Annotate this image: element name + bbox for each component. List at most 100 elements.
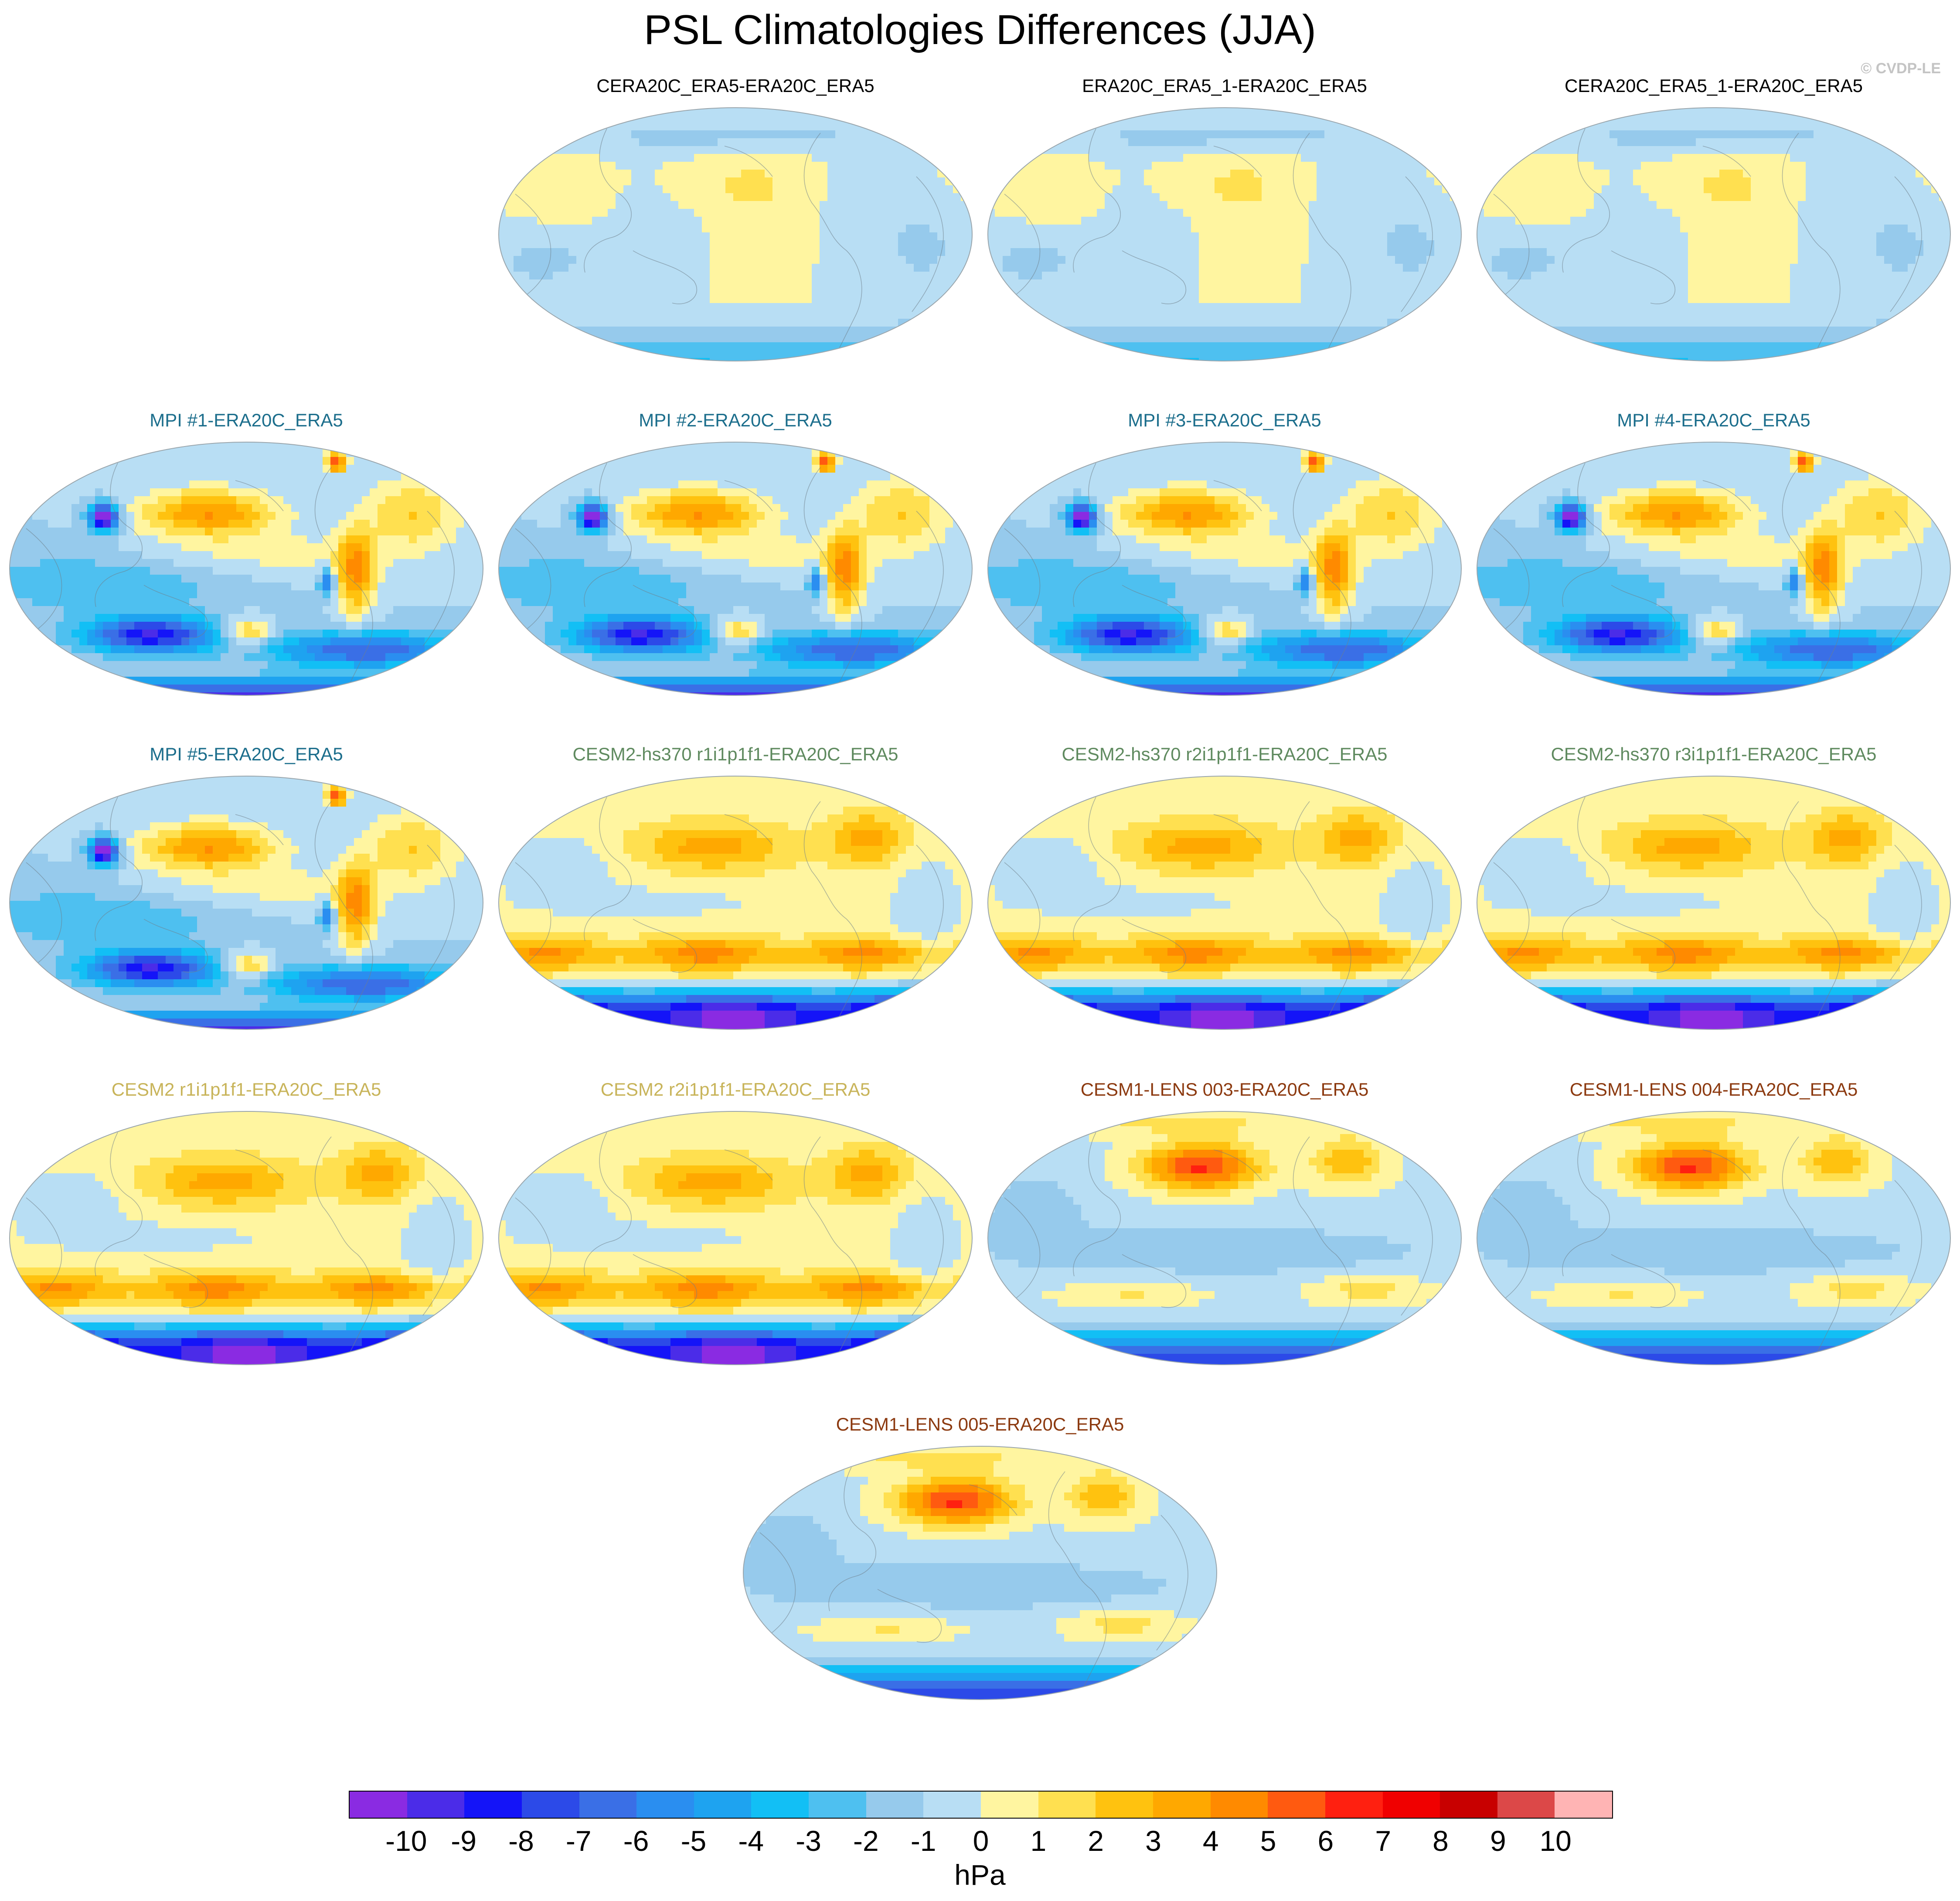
panel-map xyxy=(498,442,973,696)
panel-title: CESM2-hs370 r3i1p1f1-ERA20C_ERA5 xyxy=(1476,744,1951,765)
colorbar-swatch xyxy=(579,1792,637,1818)
colorbar-tick-label: 2 xyxy=(1070,1824,1122,1857)
coastlines xyxy=(515,128,944,360)
colorbar-swatch xyxy=(521,1792,579,1818)
colorbar-tick-label: 5 xyxy=(1242,1824,1294,1857)
panel-title: MPI #3-ERA20C_ERA5 xyxy=(987,410,1462,431)
map-border xyxy=(9,776,483,1030)
colorbar-tick-label: -2 xyxy=(840,1824,892,1857)
colorbar-swatch xyxy=(981,1792,1038,1818)
colorbar-swatch xyxy=(464,1792,522,1818)
colorbar-swatch xyxy=(1153,1792,1211,1818)
map-border xyxy=(743,1446,1217,1700)
coastlines xyxy=(1493,463,1922,695)
colorbar-swatch xyxy=(636,1792,694,1818)
colorbar-tick-label: -10 xyxy=(380,1824,432,1857)
panel-map xyxy=(1477,442,1951,696)
panel-map xyxy=(987,1111,1462,1365)
panel-map xyxy=(9,1111,483,1365)
colorbar-swatch xyxy=(407,1792,465,1818)
panel-map xyxy=(9,442,483,696)
colorbar-swatch xyxy=(809,1792,866,1818)
colorbar-swatch xyxy=(1210,1792,1268,1818)
colorbar-tick-label: -9 xyxy=(438,1824,490,1857)
colorbar-units: hPa xyxy=(0,1858,1960,1891)
panel-title: MPI #4-ERA20C_ERA5 xyxy=(1476,410,1951,431)
coastlines xyxy=(759,1467,1188,1699)
colorbar-tick-label: 7 xyxy=(1357,1824,1409,1857)
panel-map xyxy=(498,107,973,361)
colorbar-tick-label: 9 xyxy=(1472,1824,1524,1857)
colorbar-tick-label: -5 xyxy=(667,1824,720,1857)
map-border xyxy=(1477,107,1951,361)
colorbar-swatch xyxy=(1440,1792,1497,1818)
panel-map xyxy=(1477,107,1951,361)
colorbar-swatch xyxy=(1555,1792,1613,1818)
panel-title: MPI #5-ERA20C_ERA5 xyxy=(9,744,484,765)
panel-title: CESM2 r1i1p1f1-ERA20C_ERA5 xyxy=(9,1079,484,1100)
field-cells xyxy=(1477,1111,1950,1365)
map-border xyxy=(1477,1111,1951,1365)
panel-map xyxy=(987,776,1462,1030)
colorbar-tick-label: 0 xyxy=(955,1824,1007,1857)
colorbar-swatch xyxy=(751,1792,809,1818)
coastlines xyxy=(1493,1132,1922,1364)
panel-title: CESM2-hs370 r2i1p1f1-ERA20C_ERA5 xyxy=(987,744,1462,765)
colorbar xyxy=(349,1791,1613,1819)
coastlines xyxy=(515,1132,944,1364)
watermark: © CVDP-LE xyxy=(1861,60,1941,77)
panel-title: CESM1-LENS 003-ERA20C_ERA5 xyxy=(987,1079,1462,1100)
map-border xyxy=(987,1111,1462,1365)
panel-map xyxy=(498,776,973,1030)
colorbar-tick-label: 3 xyxy=(1127,1824,1179,1857)
panel-title: CESM1-LENS 004-ERA20C_ERA5 xyxy=(1476,1079,1951,1100)
panel-title: CERA20C_ERA5-ERA20C_ERA5 xyxy=(498,75,973,96)
colorbar-tick-label: 8 xyxy=(1415,1824,1467,1857)
figure-title: PSL Climatologies Differences (JJA) xyxy=(0,6,1960,54)
colorbar-swatch xyxy=(1268,1792,1325,1818)
colorbar-swatch xyxy=(1096,1792,1153,1818)
colorbar-tick-label: 10 xyxy=(1529,1824,1582,1857)
coastlines xyxy=(1004,797,1433,1029)
colorbar-swatch xyxy=(350,1792,407,1818)
map-border xyxy=(1477,442,1951,696)
panel-title: ERA20C_ERA5_1-ERA20C_ERA5 xyxy=(987,75,1462,96)
colorbar-swatch xyxy=(694,1792,752,1818)
map-border xyxy=(498,776,973,1030)
panel-map xyxy=(987,442,1462,696)
panel-title: CESM2-hs370 r1i1p1f1-ERA20C_ERA5 xyxy=(498,744,973,765)
colorbar-swatch xyxy=(1038,1792,1096,1818)
colorbar-tick-label: -4 xyxy=(725,1824,777,1857)
coastlines xyxy=(1493,128,1922,360)
colorbar-swatch xyxy=(1497,1792,1555,1818)
panel-map xyxy=(1477,776,1951,1030)
map-border xyxy=(1477,776,1951,1030)
panel-map xyxy=(987,107,1462,361)
colorbar-tick-label: 6 xyxy=(1300,1824,1352,1857)
map-border xyxy=(498,442,973,696)
panel-map xyxy=(1477,1111,1951,1365)
coastlines xyxy=(26,797,455,1029)
panel-map xyxy=(743,1446,1217,1700)
coastlines xyxy=(26,1132,455,1364)
panel-title: CESM2 r2i1p1f1-ERA20C_ERA5 xyxy=(498,1079,973,1100)
colorbar-tick-label: 1 xyxy=(1012,1824,1065,1857)
colorbar-tick-label: -6 xyxy=(610,1824,662,1857)
colorbar-tick-label: -3 xyxy=(783,1824,835,1857)
colorbar-swatch xyxy=(1382,1792,1440,1818)
map-border xyxy=(9,442,483,696)
panel-title: MPI #1-ERA20C_ERA5 xyxy=(9,410,484,431)
map-border xyxy=(987,442,1462,696)
colorbar-tick-label: -8 xyxy=(495,1824,547,1857)
coastlines xyxy=(1004,463,1433,695)
colorbar-tick-label: -1 xyxy=(897,1824,949,1857)
colorbar-swatch xyxy=(923,1792,981,1818)
coastlines xyxy=(515,463,944,695)
coastlines xyxy=(515,797,944,1029)
colorbar-tick-label: 4 xyxy=(1184,1824,1237,1857)
panel-map xyxy=(9,776,483,1030)
coastlines xyxy=(1004,128,1433,360)
coastlines xyxy=(1493,797,1922,1029)
colorbar-swatch xyxy=(866,1792,924,1818)
